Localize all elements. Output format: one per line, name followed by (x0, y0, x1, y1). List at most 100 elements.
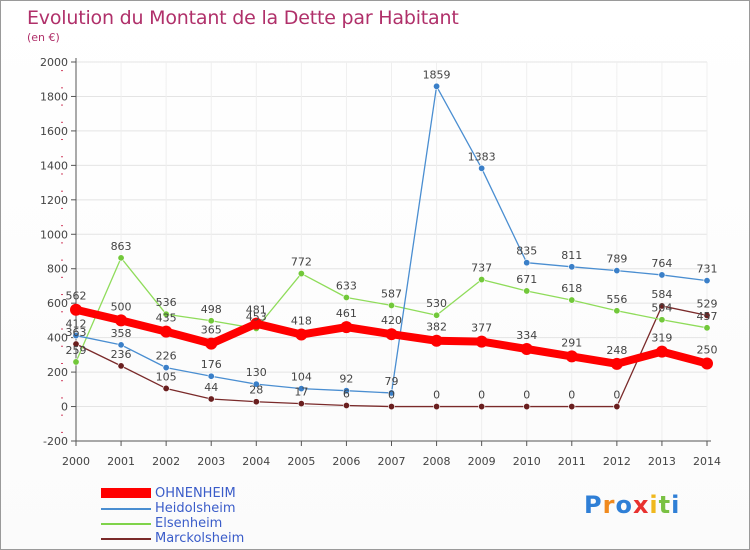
data-point-ohnenheim (70, 303, 82, 316)
data-label-ohnenheim: 377 (471, 322, 492, 335)
data-label-heidolsheim: 176 (201, 358, 222, 371)
data-label-elsenheim: 504 (651, 302, 672, 315)
chart-title: Evolution du Montant de la Dette par Hab… (27, 7, 459, 29)
data-point-ohnenheim (655, 345, 668, 358)
y-tick-label: 1600 (40, 125, 68, 138)
data-label-heidolsheim: 92 (339, 373, 353, 386)
data-label-elsenheim: 633 (336, 279, 357, 292)
data-point-heidolsheim (568, 263, 576, 271)
data-point-ohnenheim (115, 314, 128, 327)
data-label-elsenheim: 530 (426, 297, 447, 310)
data-point-elsenheim (523, 287, 531, 295)
data-label-elsenheim: 498 (201, 303, 222, 316)
data-label-heidolsheim: 79 (385, 375, 399, 388)
data-label-elsenheim: 536 (156, 296, 177, 309)
data-label-elsenheim: 772 (291, 256, 312, 269)
data-point-heidolsheim (387, 389, 395, 397)
y-tick-label: 1800 (40, 90, 68, 103)
proxiti-logo: Proxiti (584, 491, 680, 519)
data-label-marckolsheim: 0 (613, 389, 620, 402)
data-point-heidolsheim (207, 372, 215, 380)
data-point-heidolsheim (523, 259, 531, 267)
data-point-elsenheim (342, 293, 350, 301)
logo-letter: P (584, 491, 603, 519)
data-label-heidolsheim: 130 (246, 366, 267, 379)
x-tick-label: 2000 (62, 455, 90, 468)
x-tick-label: 2010 (513, 455, 541, 468)
data-point-heidolsheim (297, 385, 305, 393)
data-label-heidolsheim: 764 (651, 257, 672, 270)
data-point-marckolsheim (252, 398, 260, 406)
data-point-heidolsheim (433, 82, 441, 90)
data-point-elsenheim (387, 301, 395, 309)
data-point-marckolsheim (207, 395, 215, 403)
data-label-ohnenheim: 461 (336, 307, 357, 320)
data-label-ohnenheim: 382 (426, 321, 447, 334)
x-tick-label: 2012 (603, 455, 631, 468)
data-point-heidolsheim (703, 277, 711, 285)
data-point-marckolsheim (297, 400, 305, 408)
legend-swatch (101, 508, 151, 510)
data-label-ohnenheim: 250 (697, 343, 718, 356)
x-tick-label: 2013 (648, 455, 676, 468)
data-label-ohnenheim: 248 (606, 344, 627, 357)
data-point-heidolsheim (613, 267, 621, 275)
data-point-marckolsheim (72, 340, 80, 348)
data-point-ohnenheim (701, 357, 713, 370)
data-label-marckolsheim: 529 (697, 297, 718, 310)
legend-swatch (101, 538, 151, 540)
data-label-ohnenheim: 435 (156, 312, 177, 325)
data-label-marckolsheim: 0 (523, 389, 530, 402)
data-label-marckolsheim: 363 (66, 326, 87, 339)
data-point-heidolsheim (252, 380, 260, 388)
data-label-marckolsheim: 6 (343, 388, 350, 401)
data-label-ohnenheim: 562 (66, 290, 87, 303)
logo-letter: r (602, 491, 616, 519)
data-label-ohnenheim: 365 (201, 324, 222, 337)
data-point-heidolsheim (478, 164, 486, 172)
y-tick-label: 2000 (40, 56, 68, 69)
data-point-ohnenheim (565, 350, 578, 363)
y-tick-label: 600 (47, 297, 68, 310)
data-point-marckolsheim (568, 403, 576, 411)
data-point-ohnenheim (160, 325, 173, 338)
data-label-ohnenheim: 334 (516, 329, 537, 342)
y-tick-label: 200 (47, 366, 68, 379)
data-point-heidolsheim (117, 341, 125, 349)
y-tick-label: 1400 (40, 159, 68, 172)
x-tick-label: 2001 (107, 455, 135, 468)
data-label-elsenheim: 618 (561, 282, 582, 295)
data-label-heidolsheim: 412 (66, 318, 87, 331)
y-tick-label: 1000 (40, 228, 68, 241)
data-label-elsenheim: 737 (471, 262, 492, 275)
data-point-marckolsheim (478, 403, 486, 411)
data-label-marckolsheim: 0 (478, 389, 485, 402)
data-point-marckolsheim (117, 362, 125, 370)
x-tick-label: 2011 (558, 455, 586, 468)
x-tick-label: 2002 (152, 455, 180, 468)
data-label-heidolsheim: 789 (606, 253, 627, 266)
data-point-elsenheim (703, 324, 711, 332)
data-point-elsenheim (72, 358, 80, 366)
data-label-ohnenheim: 418 (291, 315, 312, 328)
legend-label: Heidolsheim (155, 501, 236, 516)
data-label-ohnenheim: 500 (111, 300, 132, 313)
data-point-heidolsheim (162, 364, 170, 372)
data-point-marckolsheim (162, 384, 170, 392)
data-point-marckolsheim (523, 403, 531, 411)
data-point-ohnenheim (205, 337, 218, 350)
data-label-heidolsheim: 835 (516, 245, 537, 258)
data-point-elsenheim (613, 307, 621, 315)
data-label-heidolsheim: 1859 (423, 68, 451, 81)
x-tick-label: 2006 (332, 455, 360, 468)
legend-label: Marckolsheim (155, 531, 245, 546)
x-tick-label: 2005 (287, 455, 315, 468)
data-point-elsenheim (433, 311, 441, 319)
y-tick-label: 800 (47, 263, 68, 276)
data-label-heidolsheim: 358 (111, 327, 132, 340)
data-point-ohnenheim (295, 328, 308, 341)
data-label-ohnenheim: 291 (561, 336, 582, 349)
data-point-heidolsheim (658, 271, 666, 279)
